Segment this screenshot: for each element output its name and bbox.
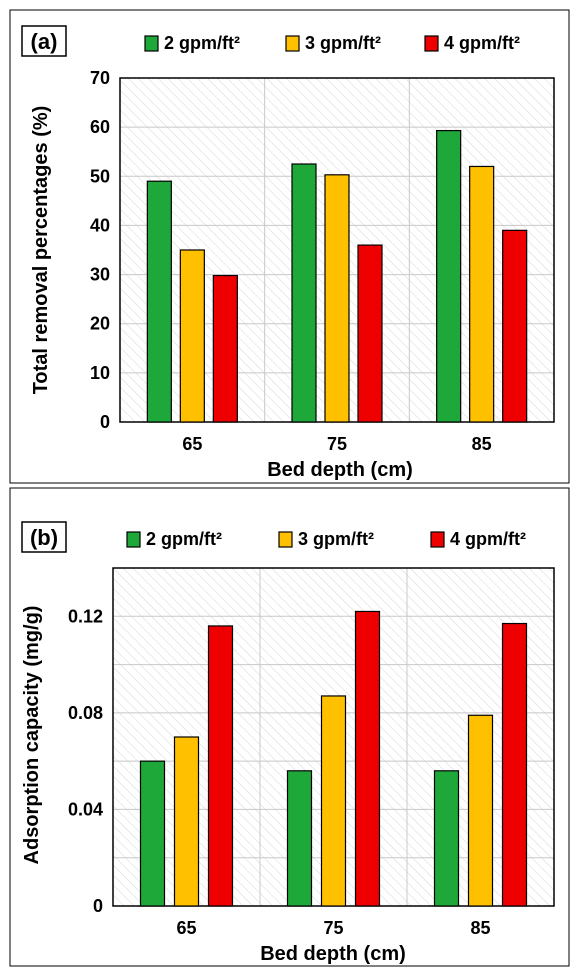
x-axis-title-a: Bed depth (cm) bbox=[267, 459, 413, 481]
bar bbox=[357, 244, 383, 423]
y-ticks-b: 0 0.04 0.08 0.12 bbox=[68, 606, 103, 916]
y-axis-title-a: Total removal percentages (%) bbox=[30, 106, 52, 395]
panel-b-label-box bbox=[21, 521, 67, 553]
bar bbox=[436, 129, 462, 423]
legend-swatch bbox=[144, 35, 159, 52]
x-ticks-a: 65 75 85 bbox=[182, 434, 491, 454]
panel-b-border bbox=[9, 487, 570, 967]
y-axis-title-b: Adsorption capacity (mg/g) bbox=[21, 606, 43, 865]
panel-b: (b) 2 gpm/ft² 3 gpm/ft² 4 gpm/ft² 0 0.04 0.0… bbox=[9, 487, 570, 967]
bar bbox=[139, 760, 166, 907]
legend-label: 2 gpm/ft² bbox=[146, 529, 222, 549]
panel-a-label-box bbox=[21, 25, 67, 57]
bar bbox=[469, 165, 495, 423]
legend-swatch bbox=[126, 531, 141, 548]
legend-swatch bbox=[424, 35, 439, 52]
bars-b bbox=[139, 610, 528, 907]
bar bbox=[179, 249, 205, 423]
y-tick-label: 0.08 bbox=[68, 703, 103, 723]
bar bbox=[324, 174, 350, 423]
legend-swatch bbox=[278, 531, 293, 548]
x-tick-label: 75 bbox=[323, 918, 343, 938]
x-tick-label: 65 bbox=[176, 918, 196, 938]
bar bbox=[354, 610, 381, 907]
legend-swatch bbox=[430, 531, 445, 548]
legend-b: 2 gpm/ft² 3 gpm/ft² 4 gpm/ft² bbox=[126, 529, 526, 549]
legend-a: 2 gpm/ft² 3 gpm/ft² 4 gpm/ft² bbox=[144, 33, 520, 53]
legend-label: 3 gpm/ft² bbox=[305, 33, 381, 53]
bar bbox=[433, 770, 460, 907]
y-tick-label: 70 bbox=[90, 68, 110, 88]
legend-label: 4 gpm/ft² bbox=[444, 33, 520, 53]
bars-a bbox=[146, 129, 528, 423]
y-tick-label: 60 bbox=[90, 117, 110, 137]
x-tick-label: 75 bbox=[327, 434, 347, 454]
y-tick-label: 0 bbox=[100, 412, 110, 432]
bar bbox=[502, 229, 528, 423]
y-tick-label: 0.12 bbox=[68, 606, 103, 626]
x-tick-label: 65 bbox=[182, 434, 202, 454]
legend-swatch bbox=[285, 35, 300, 52]
y-tick-label: 30 bbox=[90, 265, 110, 285]
bar bbox=[320, 695, 347, 907]
bar bbox=[207, 625, 234, 907]
x-ticks-b: 65 75 85 bbox=[176, 918, 490, 938]
x-tick-label: 85 bbox=[470, 918, 490, 938]
bar bbox=[212, 274, 238, 423]
legend-label: 4 gpm/ft² bbox=[450, 529, 526, 549]
bar bbox=[501, 622, 528, 907]
y-tick-label: 50 bbox=[90, 166, 110, 186]
x-tick-label: 85 bbox=[472, 434, 492, 454]
y-tick-label: 20 bbox=[90, 314, 110, 334]
legend-label: 3 gpm/ft² bbox=[298, 529, 374, 549]
y-tick-label: 0 bbox=[93, 896, 103, 916]
y-ticks-a: 0 10 20 30 40 50 60 70 bbox=[90, 68, 110, 432]
legend-label: 2 gpm/ft² bbox=[164, 33, 240, 53]
bar bbox=[173, 736, 200, 907]
bar bbox=[286, 770, 313, 907]
x-axis-title-b: Bed depth (cm) bbox=[260, 943, 406, 965]
y-tick-label: 0.04 bbox=[68, 799, 103, 819]
bar bbox=[291, 163, 317, 423]
y-tick-label: 40 bbox=[90, 215, 110, 235]
bar bbox=[467, 714, 494, 907]
bar bbox=[146, 180, 172, 423]
panel-a-border bbox=[9, 9, 570, 484]
y-tick-label: 10 bbox=[90, 363, 110, 383]
panel-b-label: (b) bbox=[30, 525, 58, 550]
panel-a-label: (a) bbox=[31, 29, 58, 54]
panel-a: (a) 2 gpm/ft² 3 gpm/ft² 4 gpm/ft² 0 10 20 30 4… bbox=[9, 9, 570, 484]
